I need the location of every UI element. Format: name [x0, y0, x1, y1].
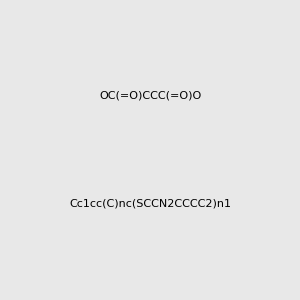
Text: OC(=O)CCC(=O)O: OC(=O)CCC(=O)O: [99, 91, 201, 101]
Text: Cc1cc(C)nc(SCCN2CCCC2)n1: Cc1cc(C)nc(SCCN2CCCC2)n1: [69, 199, 231, 209]
